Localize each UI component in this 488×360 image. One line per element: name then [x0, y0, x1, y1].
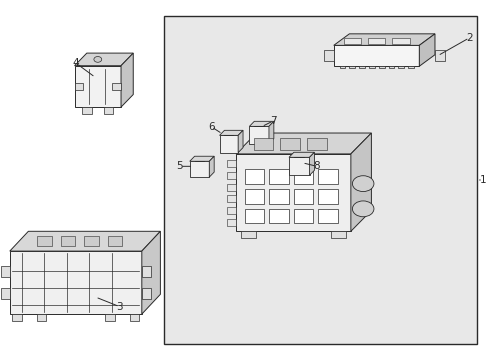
Polygon shape — [333, 45, 419, 66]
Polygon shape — [235, 133, 371, 154]
Polygon shape — [358, 66, 364, 68]
Polygon shape — [368, 66, 374, 68]
Polygon shape — [189, 161, 209, 177]
Bar — [391, 38, 409, 44]
Polygon shape — [249, 126, 268, 144]
Polygon shape — [37, 314, 46, 321]
Polygon shape — [293, 189, 312, 203]
Text: 3: 3 — [116, 302, 123, 312]
Polygon shape — [309, 152, 314, 175]
Polygon shape — [317, 209, 337, 223]
Text: 6: 6 — [207, 122, 214, 132]
Polygon shape — [10, 231, 160, 251]
Polygon shape — [12, 314, 22, 321]
Polygon shape — [333, 34, 434, 45]
Bar — [343, 38, 360, 44]
Polygon shape — [226, 184, 235, 191]
Polygon shape — [244, 169, 264, 184]
Text: 7: 7 — [270, 116, 277, 126]
Polygon shape — [323, 50, 333, 61]
Text: 8: 8 — [313, 161, 320, 171]
Bar — [253, 138, 272, 150]
Polygon shape — [268, 169, 288, 184]
Polygon shape — [209, 156, 214, 177]
Polygon shape — [189, 156, 214, 161]
Text: 2: 2 — [465, 33, 472, 43]
Polygon shape — [317, 189, 337, 203]
Polygon shape — [348, 66, 354, 68]
Polygon shape — [219, 135, 238, 153]
Polygon shape — [378, 66, 384, 68]
Polygon shape — [142, 266, 150, 277]
Text: 4: 4 — [72, 58, 79, 68]
Polygon shape — [288, 152, 314, 157]
Circle shape — [352, 201, 373, 217]
Polygon shape — [129, 314, 139, 321]
Polygon shape — [1, 266, 10, 277]
Polygon shape — [249, 121, 273, 126]
Polygon shape — [350, 133, 371, 231]
Polygon shape — [82, 107, 92, 114]
Text: 1: 1 — [479, 175, 486, 185]
Bar — [163, 16, 476, 344]
Bar — [37, 236, 52, 246]
Bar — [84, 236, 99, 246]
Polygon shape — [226, 207, 235, 214]
Polygon shape — [268, 209, 288, 223]
Polygon shape — [238, 130, 243, 153]
Polygon shape — [10, 251, 142, 314]
Polygon shape — [226, 172, 235, 179]
Polygon shape — [293, 209, 312, 223]
Polygon shape — [219, 130, 243, 135]
Text: 5: 5 — [176, 161, 183, 171]
Polygon shape — [331, 231, 346, 238]
Polygon shape — [288, 157, 309, 175]
Polygon shape — [244, 189, 264, 203]
Polygon shape — [226, 195, 235, 202]
Polygon shape — [103, 107, 113, 114]
Polygon shape — [293, 169, 312, 184]
Polygon shape — [387, 66, 393, 68]
Polygon shape — [112, 83, 121, 90]
Polygon shape — [339, 66, 345, 68]
Bar — [367, 38, 385, 44]
Bar — [107, 236, 122, 246]
Polygon shape — [317, 169, 337, 184]
Bar — [61, 236, 75, 246]
Polygon shape — [105, 314, 115, 321]
Polygon shape — [121, 53, 133, 107]
Polygon shape — [268, 189, 288, 203]
Polygon shape — [434, 50, 444, 61]
Polygon shape — [407, 66, 413, 68]
Polygon shape — [142, 288, 150, 299]
Circle shape — [352, 176, 373, 192]
Bar — [306, 138, 326, 150]
Polygon shape — [419, 34, 434, 66]
Polygon shape — [75, 53, 133, 66]
Polygon shape — [75, 66, 121, 107]
Polygon shape — [240, 231, 255, 238]
Polygon shape — [75, 83, 83, 90]
Polygon shape — [1, 288, 10, 299]
Polygon shape — [226, 219, 235, 226]
Polygon shape — [235, 154, 350, 231]
Polygon shape — [268, 121, 273, 144]
Bar — [280, 138, 299, 150]
Circle shape — [94, 57, 102, 62]
Polygon shape — [226, 160, 235, 167]
Polygon shape — [142, 231, 160, 314]
Polygon shape — [397, 66, 403, 68]
Polygon shape — [244, 209, 264, 223]
